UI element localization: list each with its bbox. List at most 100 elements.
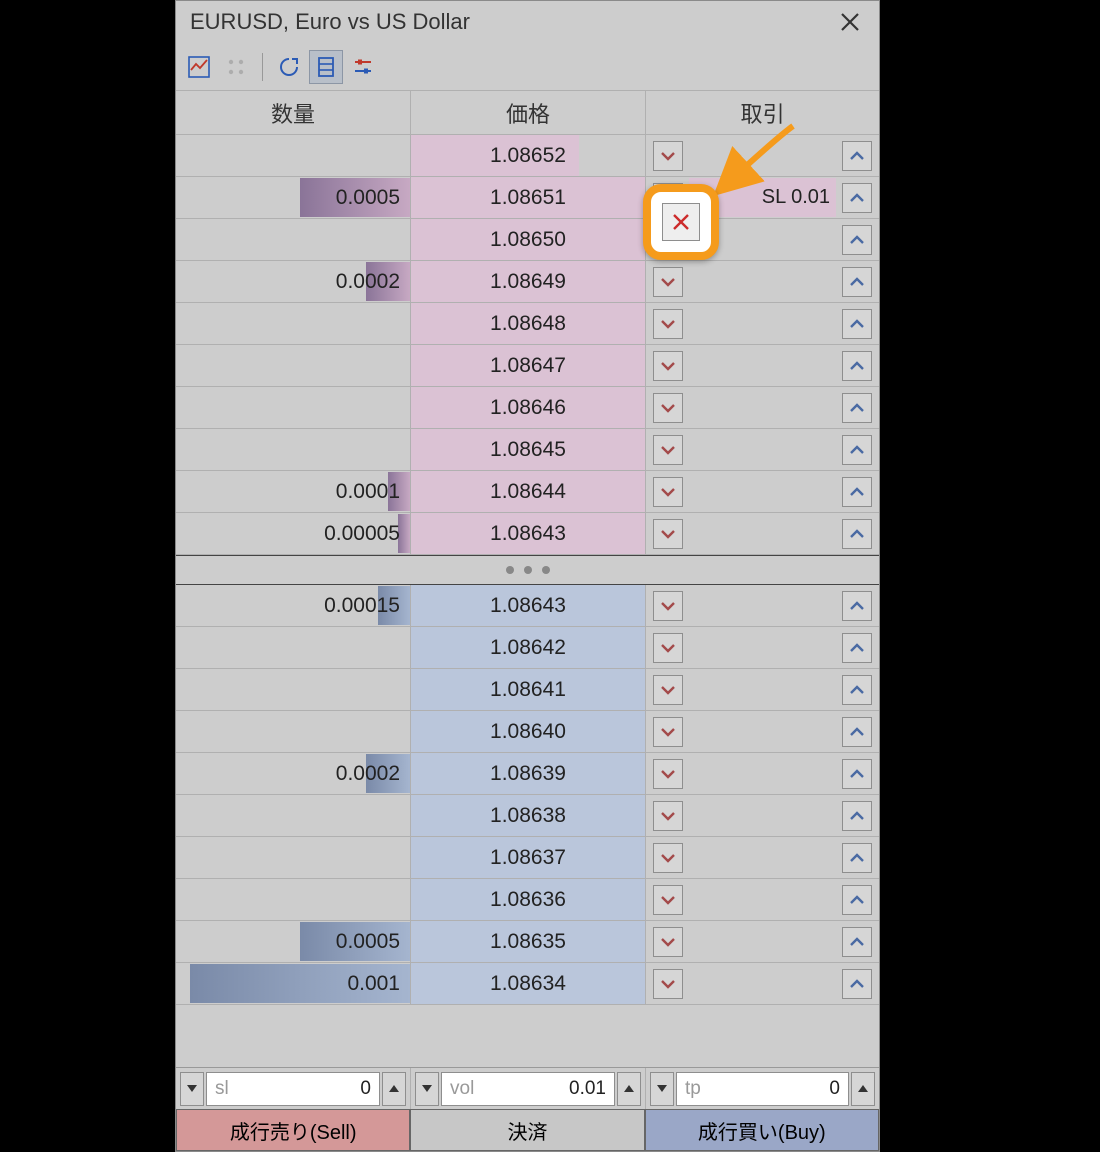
sell-at-price-button[interactable] (653, 969, 683, 999)
buy-at-price-button[interactable] (842, 141, 872, 171)
vol-dropdown-button[interactable] (415, 1072, 439, 1106)
buy-at-price-button[interactable] (842, 843, 872, 873)
buy-at-price-button[interactable] (842, 225, 872, 255)
buy-at-price-button[interactable] (842, 633, 872, 663)
toolbar-ladder-button[interactable] (309, 50, 343, 84)
toolbar-grid-button[interactable] (219, 50, 253, 84)
bid-row: 0.0005 1.08635 (176, 921, 879, 963)
price-cell[interactable]: 1.08641 (411, 669, 646, 710)
price-cell[interactable]: 1.08642 (411, 627, 646, 668)
toolbar-settings-button[interactable] (346, 50, 380, 84)
sell-at-price-button[interactable] (653, 591, 683, 621)
buy-at-price-button[interactable] (842, 591, 872, 621)
buy-at-price-button[interactable] (842, 801, 872, 831)
price-cell[interactable]: 1.08651 (411, 177, 646, 218)
sl-input[interactable]: sl 0 (206, 1072, 380, 1106)
close-x-icon (671, 212, 691, 232)
sell-at-price-button[interactable] (653, 633, 683, 663)
price-cell[interactable]: 1.08644 (411, 471, 646, 512)
bid-row: 1.08642 (176, 627, 879, 669)
qty-cell: 0.00005 (176, 513, 411, 554)
sell-at-price-button[interactable] (653, 885, 683, 915)
buy-at-price-button[interactable] (842, 267, 872, 297)
close-position-button[interactable]: 決済 (410, 1109, 644, 1151)
buy-at-price-button[interactable] (842, 759, 872, 789)
tp-dropdown-button[interactable] (650, 1072, 674, 1106)
sell-at-price-button[interactable] (653, 759, 683, 789)
toolbar-refresh-button[interactable] (272, 50, 306, 84)
tp-spin-up[interactable] (851, 1072, 875, 1106)
buy-at-price-button[interactable] (842, 351, 872, 381)
chevron-down-icon (660, 978, 676, 990)
buy-at-price-button[interactable] (842, 393, 872, 423)
price-value: 1.08649 (490, 270, 566, 294)
vol-value: 0.01 (569, 1078, 606, 1100)
chevron-up-icon (849, 936, 865, 948)
buy-at-price-button[interactable] (842, 675, 872, 705)
sell-at-price-button[interactable] (653, 267, 683, 297)
sell-at-price-button[interactable] (653, 519, 683, 549)
refresh-icon (278, 56, 300, 78)
buy-at-price-button[interactable] (842, 309, 872, 339)
ask-row: 1.08646 (176, 387, 879, 429)
buy-at-price-button[interactable] (842, 885, 872, 915)
chevron-up-icon (849, 726, 865, 738)
sl-dropdown-button[interactable] (180, 1072, 204, 1106)
price-cell[interactable]: 1.08638 (411, 795, 646, 836)
price-cell[interactable]: 1.08652 (411, 135, 646, 176)
price-cell[interactable]: 1.08645 (411, 429, 646, 470)
sell-at-price-button[interactable] (653, 801, 683, 831)
price-cell[interactable]: 1.08636 (411, 879, 646, 920)
sell-at-price-button[interactable] (653, 393, 683, 423)
sell-at-price-button[interactable] (653, 309, 683, 339)
price-cell[interactable]: 1.08634 (411, 963, 646, 1004)
chevron-down-icon (660, 684, 676, 696)
buy-at-price-button[interactable] (842, 183, 872, 213)
sell-at-price-button[interactable] (653, 141, 683, 171)
sell-at-price-button[interactable] (653, 927, 683, 957)
buy-button[interactable]: 成行買い(Buy) (645, 1109, 879, 1151)
trade-cell (646, 513, 879, 554)
sell-at-price-button[interactable] (653, 351, 683, 381)
sell-at-price-button[interactable] (653, 843, 683, 873)
trade-cell (646, 837, 879, 878)
callout-close-button[interactable] (662, 203, 700, 241)
sell-at-price-button[interactable] (653, 477, 683, 507)
triangle-down-icon (422, 1085, 432, 1093)
price-cell[interactable]: 1.08639 (411, 753, 646, 794)
buy-at-price-button[interactable] (842, 969, 872, 999)
qty-value: 0.00005 (324, 513, 400, 554)
price-cell[interactable]: 1.08650 (411, 219, 646, 260)
spread-divider[interactable] (176, 555, 879, 585)
qty-value: 0.0005 (336, 921, 400, 962)
price-cell[interactable]: 1.08647 (411, 345, 646, 386)
buy-at-price-button[interactable] (842, 435, 872, 465)
qty-cell (176, 135, 411, 176)
tp-input[interactable]: tp 0 (676, 1072, 849, 1106)
price-cell[interactable]: 1.08643 (411, 513, 646, 554)
buy-at-price-button[interactable] (842, 519, 872, 549)
trade-cell (646, 963, 879, 1004)
sell-at-price-button[interactable] (653, 675, 683, 705)
qty-cell (176, 669, 411, 710)
price-cell[interactable]: 1.08649 (411, 261, 646, 302)
toolbar-chart-button[interactable] (182, 50, 216, 84)
sell-button[interactable]: 成行売り(Sell) (176, 1109, 410, 1151)
sell-at-price-button[interactable] (653, 435, 683, 465)
price-cell[interactable]: 1.08640 (411, 711, 646, 752)
sl-spin-up[interactable] (382, 1072, 406, 1106)
buy-at-price-button[interactable] (842, 927, 872, 957)
window-close-button[interactable] (831, 3, 869, 41)
price-cell[interactable]: 1.08637 (411, 837, 646, 878)
price-cell[interactable]: 1.08643 (411, 585, 646, 626)
vol-spin-up[interactable] (617, 1072, 641, 1106)
price-cell[interactable]: 1.08648 (411, 303, 646, 344)
vol-input[interactable]: vol 0.01 (441, 1072, 615, 1106)
price-cell[interactable]: 1.08635 (411, 921, 646, 962)
buy-at-price-button[interactable] (842, 717, 872, 747)
buy-at-price-button[interactable] (842, 477, 872, 507)
qty-cell (176, 627, 411, 668)
chevron-up-icon (849, 486, 865, 498)
price-cell[interactable]: 1.08646 (411, 387, 646, 428)
sell-at-price-button[interactable] (653, 717, 683, 747)
